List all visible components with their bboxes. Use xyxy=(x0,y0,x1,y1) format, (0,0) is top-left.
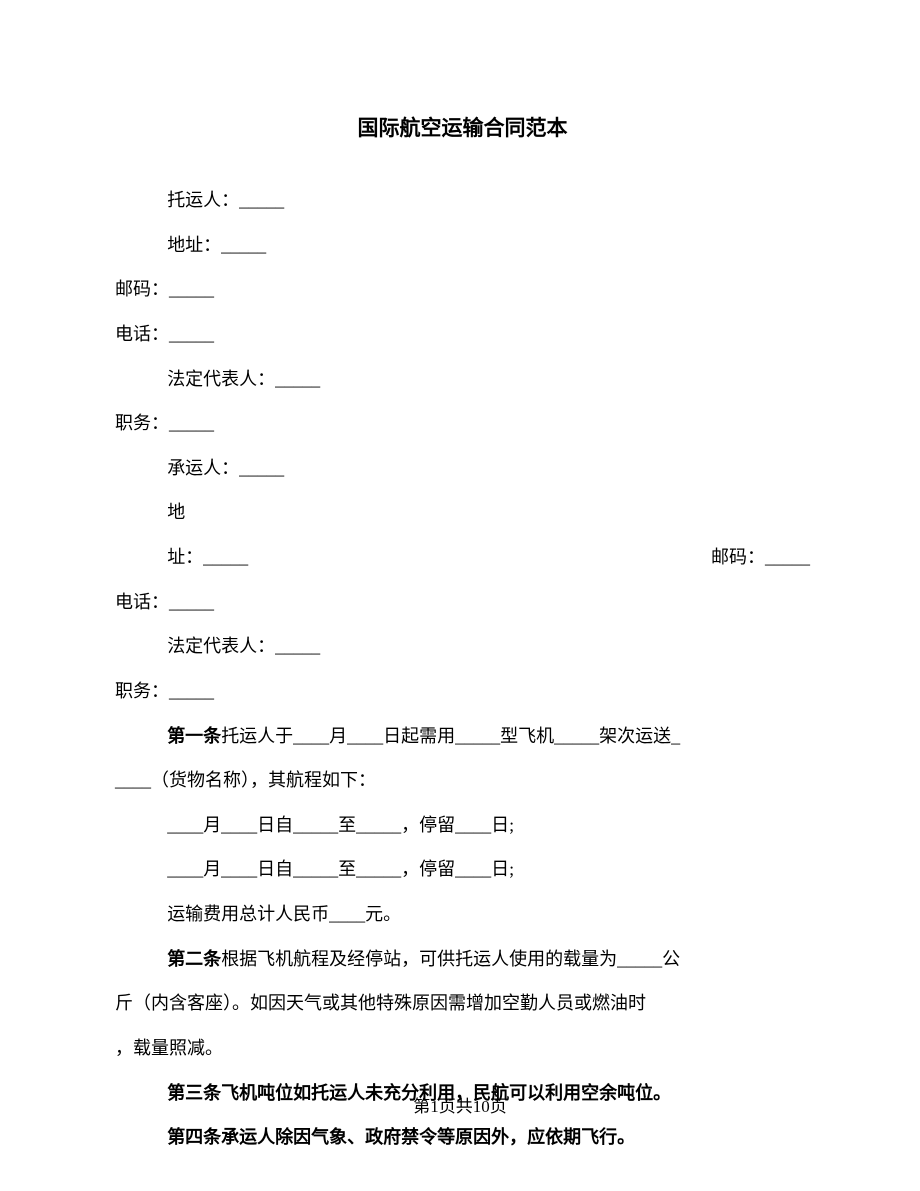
field-position1: 职务：_____ xyxy=(115,401,810,446)
article-4: 第四条承运人除因气象、政府禁令等原因外，应依期飞行。 xyxy=(115,1115,810,1160)
article-1-text1: 托运人于____月____日起需用_____型飞机_____架次运送_ xyxy=(221,726,680,746)
field-address1: 地址：_____ xyxy=(115,223,810,268)
article-2-line2: 斤（内含客座）。如因天气或其他特殊原因需增加空勤人员或燃油时 xyxy=(115,981,810,1026)
field-address2-label: 地 xyxy=(115,490,810,535)
document-title: 国际航空运输合同范本 xyxy=(115,112,810,142)
field-legal-rep2: 法定代表人：_____ xyxy=(115,624,810,669)
article-1-heading: 第一条 xyxy=(167,726,221,746)
field-phone1: 电话：_____ xyxy=(115,312,810,357)
field-carrier: 承运人：_____ xyxy=(115,446,810,491)
page-footer: 第1页共10页 xyxy=(0,1092,920,1117)
article-2-line3: ，载量照减。 xyxy=(115,1026,810,1071)
article-1-cost: 运输费用总计人民币____元。 xyxy=(115,892,810,937)
article-2-heading: 第二条 xyxy=(167,949,221,969)
field-postcode1: 邮码：_____ xyxy=(115,267,810,312)
article-2-text1: 根据飞机航程及经停站，可供托运人使用的载量为_____公 xyxy=(221,949,680,969)
field-address2-row: 址：_____ 邮码：_____ xyxy=(115,535,810,580)
article-2-line1: 第二条根据飞机航程及经停站，可供托运人使用的载量为_____公 xyxy=(115,937,810,982)
article-1-schedule1: ____月____日自_____至_____，停留____日; xyxy=(115,803,810,848)
article-1-line1: 第一条托运人于____月____日起需用_____型飞机_____架次运送_ xyxy=(115,714,810,759)
field-phone2: 电话：_____ xyxy=(115,580,810,625)
field-postcode2: 邮码：_____ xyxy=(659,535,810,580)
field-shipper: 托运人：_____ xyxy=(115,178,810,223)
field-legal-rep1: 法定代表人：_____ xyxy=(115,357,810,402)
document-body: 国际航空运输合同范本 托运人：_____ 地址：_____ 邮码：_____ 电… xyxy=(0,0,920,1160)
article-1-schedule2: ____月____日自_____至_____，停留____日; xyxy=(115,847,810,892)
field-address2-value: 址：_____ xyxy=(115,535,248,580)
field-position2: 职务：_____ xyxy=(115,669,810,714)
article-1-line2: ____（货物名称），其航程如下： xyxy=(115,758,810,803)
